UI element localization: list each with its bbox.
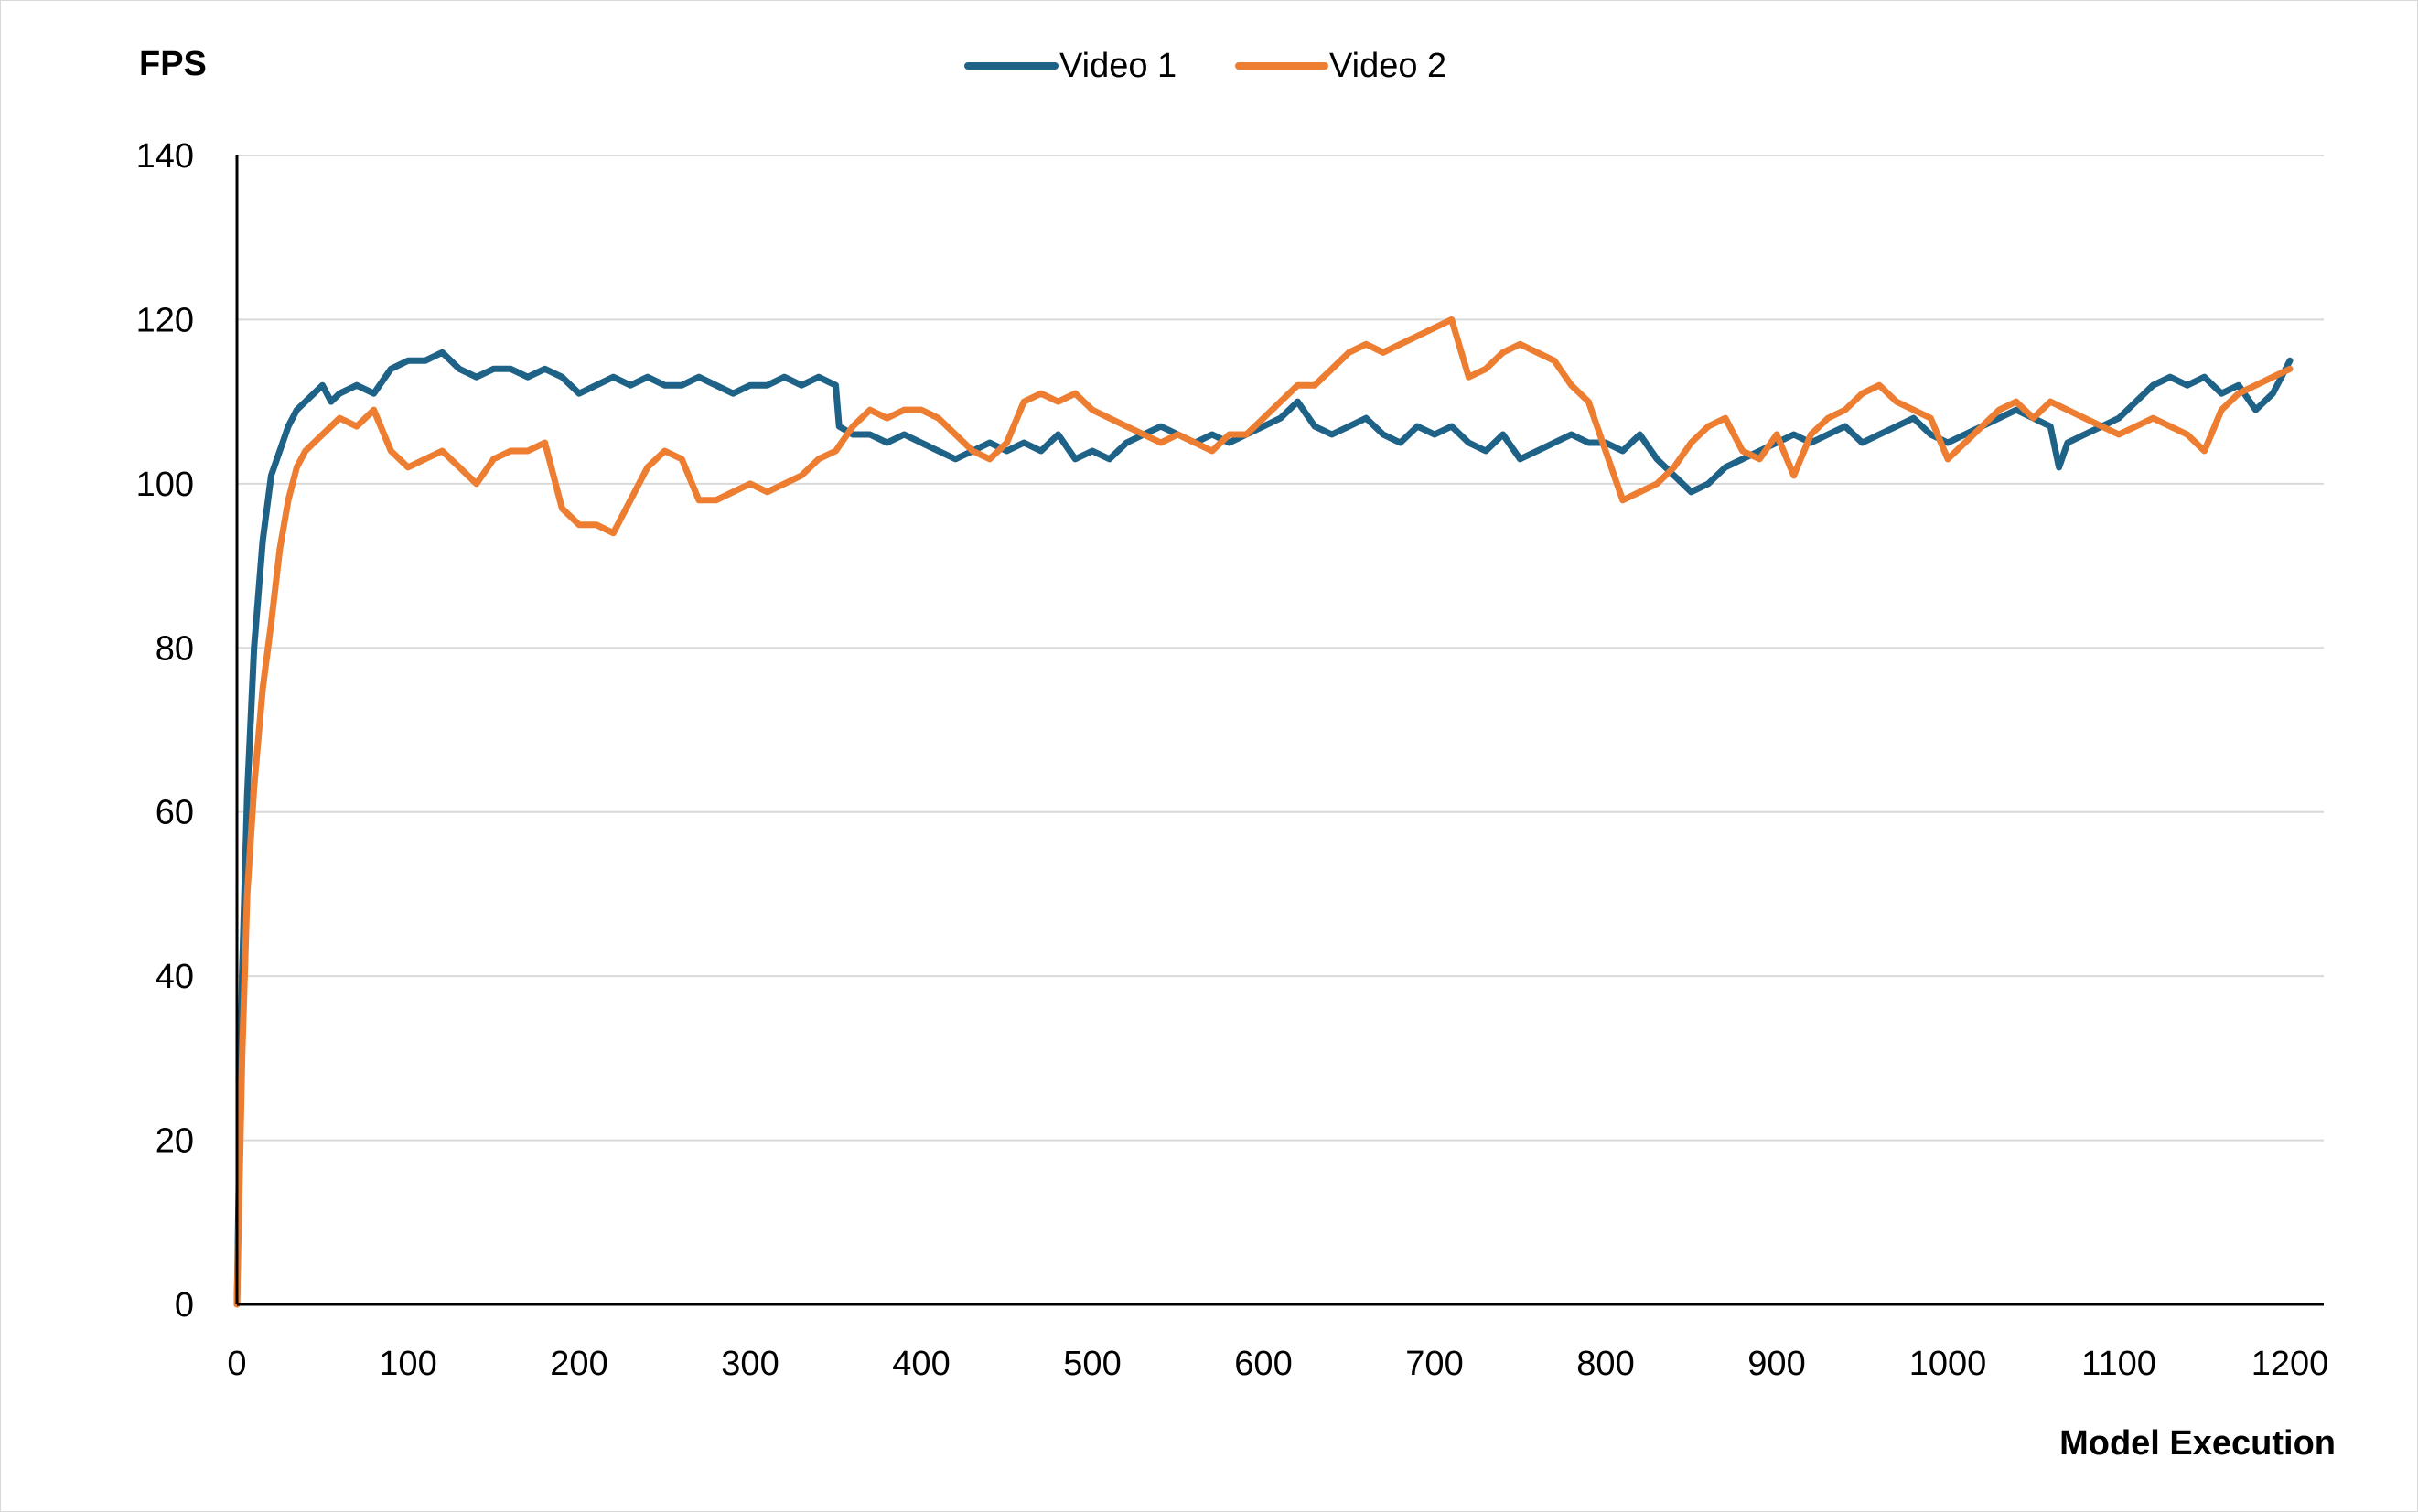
y-tick-label: 0 (175, 1286, 194, 1324)
x-tick-label: 700 (1405, 1345, 1463, 1383)
y-tick-labels: 0 20 40 60 80 100 120 140 (136, 137, 194, 1324)
y-tick-label: 20 (156, 1122, 194, 1161)
y-tick-label: 60 (156, 794, 194, 832)
series-line-video-1 (233, 349, 2294, 1308)
legend-label-video-2: Video 2 (1329, 47, 1446, 85)
y-tick-label: 140 (136, 137, 194, 176)
x-axis-title: Model Execution (2059, 1424, 2336, 1463)
x-tick-label: 900 (1747, 1345, 1805, 1383)
x-tick-label: 1100 (2081, 1345, 2156, 1383)
x-tick-label: 600 (1234, 1345, 1292, 1383)
x-tick-label: 500 (1063, 1345, 1121, 1383)
legend-label-video-1: Video 1 (1059, 47, 1177, 85)
x-tick-label: 400 (892, 1345, 950, 1383)
x-tick-label: 800 (1576, 1345, 1634, 1383)
x-tick-label: 1200 (2251, 1345, 2329, 1383)
x-tick-label: 1000 (1909, 1345, 1987, 1383)
y-tick-label: 40 (156, 958, 194, 996)
x-tick-label: 0 (227, 1345, 246, 1383)
legend: Video 1 Video 2 (964, 47, 1446, 85)
y-tick-label: 100 (136, 466, 194, 504)
y-tick-label: 120 (136, 301, 194, 339)
series-line-video-2 (233, 316, 2294, 1308)
y-axis-title: FPS (139, 45, 207, 83)
x-tick-label: 200 (550, 1345, 607, 1383)
gridlines (237, 155, 2324, 1142)
x-tick-label: 100 (379, 1345, 436, 1383)
x-tick-labels: 0 100 200 300 400 500 600 700 800 900 1000 1100 1200 (227, 1345, 2328, 1383)
y-tick-label: 80 (156, 629, 194, 668)
series-lines (233, 316, 2294, 1308)
x-tick-label: 300 (721, 1345, 779, 1383)
